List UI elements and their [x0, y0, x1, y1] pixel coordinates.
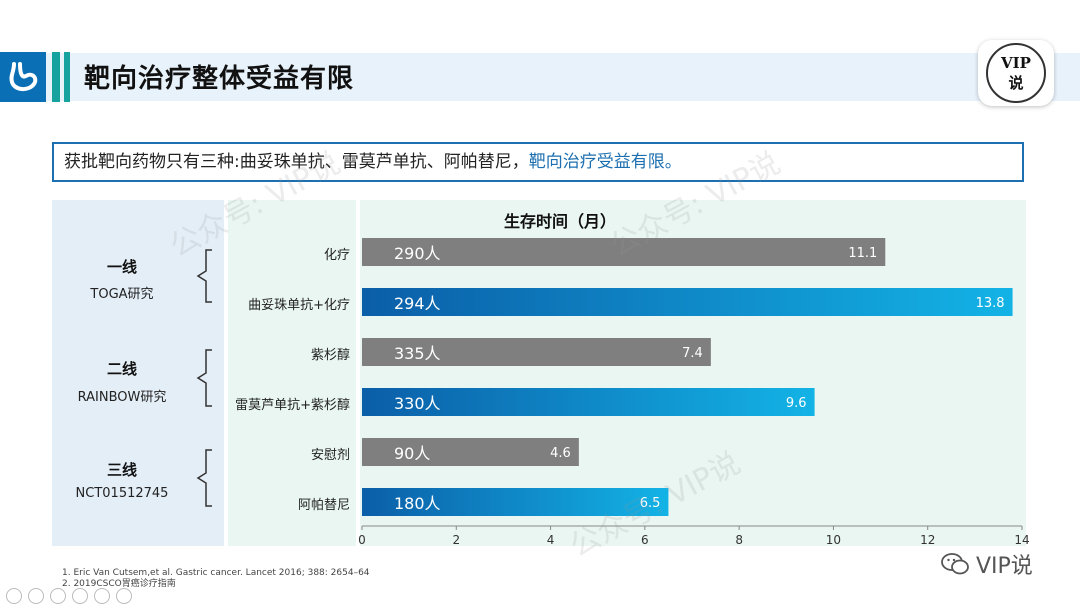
- line-study-1: TOGA研究: [90, 287, 154, 302]
- value-label: 4.6: [550, 446, 571, 461]
- page-title: 靶向治疗整体受益有限: [84, 64, 355, 94]
- vip-badge-line2: 说: [1008, 74, 1024, 92]
- line-study-3: NCT01512745: [75, 486, 169, 501]
- value-label: 7.4: [682, 346, 703, 361]
- sample-size-label: 180人: [394, 494, 441, 513]
- bar-4: [362, 438, 579, 466]
- more-icon[interactable]: [116, 588, 132, 604]
- next-slide-icon[interactable]: [28, 588, 44, 604]
- references: 1. Eric Van Cutsem,et al. Gastric cancer…: [62, 568, 370, 590]
- survival-bar-chart: 290人 11.1 294人 13.8 335人 7.4 330人 9.6 90人 4.6 180人…: [358, 238, 1030, 547]
- bracket-line-2: [196, 349, 212, 407]
- prev-slide-icon[interactable]: [6, 588, 22, 604]
- x-tick-label: 10: [826, 533, 841, 547]
- category-label: 化疗: [323, 248, 350, 263]
- value-label: 13.8: [976, 296, 1005, 311]
- bar-0: [362, 238, 886, 266]
- group-brackets: [196, 249, 212, 507]
- zoom-icon[interactable]: [94, 588, 110, 604]
- category-label: 阿帕替尼: [297, 498, 350, 513]
- category-label: 紫杉醇: [310, 348, 350, 363]
- chart-title: 生存时间（月）: [503, 212, 616, 231]
- x-tick-label: 12: [920, 533, 935, 547]
- category-label: 曲妥珠单抗+化疗: [248, 298, 350, 313]
- reference-2: 2. 2019CSCO胃癌诊疗指南: [62, 579, 176, 589]
- sample-size-label: 330人: [394, 394, 441, 413]
- presentation-toolbar: [6, 588, 132, 604]
- summary-text: 获批靶向药物只有三种:曲妥珠单抗、雷莫芦单抗、阿帕替尼，: [64, 152, 529, 172]
- vip-badge-line1: VIP: [1001, 54, 1031, 72]
- stomach-logo-icon: [0, 52, 46, 102]
- x-tick-label: 2: [452, 533, 460, 547]
- category-label: 安慰剂: [310, 448, 350, 463]
- bar-2: [362, 338, 711, 366]
- x-tick-label: 14: [1014, 533, 1029, 547]
- sample-size-label: 90人: [394, 444, 430, 463]
- bar-3: [362, 388, 815, 416]
- value-label: 11.1: [848, 246, 877, 261]
- wechat-label: VIP说: [940, 548, 1033, 580]
- value-label: 6.5: [640, 496, 661, 511]
- treatment-line-panel: [52, 200, 224, 546]
- pen-icon[interactable]: [50, 588, 66, 604]
- wechat-icon: [941, 553, 969, 575]
- x-tick-label: 8: [735, 533, 743, 547]
- sample-size-label: 294人: [394, 294, 441, 313]
- line-study-2: RAINBOW研究: [77, 390, 167, 405]
- x-tick-label: 0: [358, 533, 366, 547]
- value-label: 9.6: [786, 396, 807, 411]
- header-band: [0, 53, 1080, 101]
- sample-size-label: 290人: [394, 244, 441, 263]
- line-name-2: 二线: [106, 360, 137, 378]
- bar-5: [362, 488, 669, 516]
- category-label: 雷莫芦单抗+紫杉醇: [235, 398, 350, 413]
- bracket-line-3: [196, 449, 212, 507]
- line-name-3: 三线: [106, 461, 137, 479]
- x-tick-label: 4: [547, 533, 555, 547]
- wechat-text: VIP说: [976, 554, 1033, 579]
- vip-badge: VIP 说: [978, 40, 1054, 106]
- bar-1: [362, 288, 1013, 316]
- header-accent-bar: [64, 52, 70, 102]
- summary-highlight: 靶向治疗受益有限。: [528, 152, 682, 172]
- reference-1: 1. Eric Van Cutsem,et al. Gastric cancer…: [62, 568, 370, 578]
- sample-size-label: 335人: [394, 344, 441, 363]
- header-accent-bar: [52, 52, 60, 102]
- summary-box: 获批靶向药物只有三种:曲妥珠单抗、雷莫芦单抗、阿帕替尼，靶向治疗受益有限。: [52, 142, 1024, 182]
- bracket-line-1: [196, 249, 212, 303]
- category-label-panel: [228, 200, 356, 546]
- slides-icon[interactable]: [72, 588, 88, 604]
- x-tick-label: 6: [641, 533, 649, 547]
- line-name-1: 一线: [106, 258, 137, 276]
